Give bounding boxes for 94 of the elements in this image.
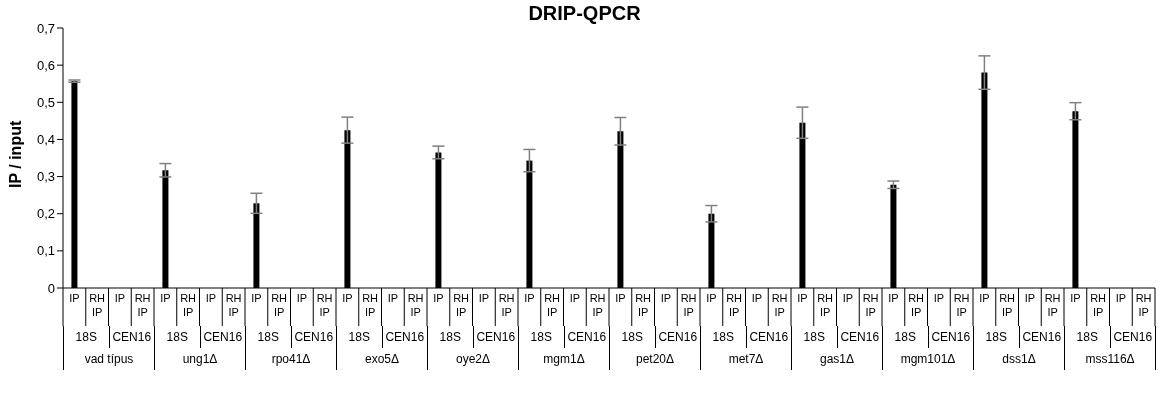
text: 18S [700, 326, 746, 348]
text: 18S [882, 326, 928, 348]
x-tick-label: RH IP [771, 292, 788, 318]
text: CEN16 [1018, 326, 1064, 348]
x-tick-label: RH IP [817, 292, 834, 318]
x-tick-label: IP [615, 292, 626, 304]
text: vad típus [63, 348, 154, 370]
y-tick-label: 0,5 [36, 94, 55, 110]
y-tick-label: 0 [47, 280, 55, 296]
text: mss116Δ [1064, 348, 1155, 370]
x-tick-label: IP [387, 292, 399, 304]
text: CEN16 [1109, 326, 1155, 348]
text: 18S [154, 326, 200, 348]
x-tick-label: RH IP [1090, 292, 1107, 318]
text: met7Δ [700, 348, 791, 370]
x-tick-label: RH IP [134, 292, 151, 318]
x-tick-label: IP [569, 292, 581, 304]
x-tick-label: IP [296, 292, 308, 304]
x-tick-label: RH IP [316, 292, 333, 318]
x-tick-label: IP [114, 292, 126, 304]
x-tick-label: IP [1115, 292, 1127, 304]
x-tick-label: IP [706, 292, 717, 304]
y-tick-label: 0,1 [36, 243, 55, 259]
x-tick-label: IP [660, 292, 672, 304]
text: CEN16 [199, 326, 245, 348]
x-tick-label: IP [160, 292, 171, 304]
text: CEN16 [836, 326, 882, 348]
x-tick-label: IP [478, 292, 490, 304]
x-tick-label: IP [205, 292, 217, 304]
x-tick-label: IP [933, 292, 945, 304]
x-tick-label: IP [69, 292, 80, 304]
chart-title: DRIP-QPCR [528, 2, 641, 24]
x-tick-label: IP [1024, 292, 1036, 304]
text: CEN16 [927, 326, 973, 348]
x-tick-label: IP [842, 292, 854, 304]
x-tick-label: RH IP [862, 292, 879, 318]
text: mgm101Δ [882, 348, 973, 370]
text: CEN16 [381, 326, 427, 348]
text: gas1Δ [791, 348, 882, 370]
x-tick-label: RH IP [680, 292, 697, 318]
x-tick-label: RH IP [180, 292, 197, 318]
text: oye2Δ [427, 348, 518, 370]
x-tick-label: IP [524, 292, 535, 304]
y-tick-label: 0,4 [36, 132, 55, 148]
y-axis-title: IP / input [6, 120, 24, 188]
text: 18S [1064, 326, 1110, 348]
x-tick-label: RH IP [407, 292, 424, 318]
x-tick-label: IP [433, 292, 444, 304]
x-tick-label: RH IP [999, 292, 1016, 318]
text: dss1Δ [973, 348, 1064, 370]
x-tick-label: RH IP [362, 292, 379, 318]
text: 18S [427, 326, 473, 348]
text: CEN16 [563, 326, 609, 348]
text: CEN16 [654, 326, 700, 348]
x-tick-label: IP [342, 292, 353, 304]
x-tick-label: RH IP [498, 292, 515, 318]
text: ung1Δ [154, 348, 245, 370]
text: 18S [973, 326, 1019, 348]
x-tick-label: IP [1070, 292, 1081, 304]
text: 18S [336, 326, 382, 348]
text: CEN16 [108, 326, 154, 348]
text: rpo41Δ [245, 348, 336, 370]
text: 18S [245, 326, 291, 348]
x-tick-label: IP [979, 292, 990, 304]
x-tick-label: RH IP [1135, 292, 1152, 318]
text: 18S [63, 326, 109, 348]
x-tick-label: RH IP [635, 292, 652, 318]
text: mgm1Δ [518, 348, 609, 370]
text: pet20Δ [609, 348, 700, 370]
y-tick-label: 0,6 [36, 57, 55, 73]
x-tick-label: RH IP [953, 292, 970, 318]
text: CEN16 [745, 326, 791, 348]
x-tick-label: RH IP [89, 292, 106, 318]
x-tick-label: RH IP [271, 292, 288, 318]
x-tick-label: IP [888, 292, 899, 304]
text: 18S [791, 326, 837, 348]
text: 18S [518, 326, 564, 348]
x-tick-label: RH IP [453, 292, 470, 318]
text: CEN16 [290, 326, 336, 348]
x-tick-label: IP [751, 292, 763, 304]
y-tick-label: 0,2 [36, 206, 55, 222]
y-tick-label: 0,7 [36, 20, 55, 36]
x-tick-label: RH IP [1044, 292, 1061, 318]
x-tick-label: RH IP [726, 292, 743, 318]
x-tick-label: IP [251, 292, 262, 304]
x-tick-label: RH IP [225, 292, 242, 318]
text: exo5Δ [336, 348, 427, 370]
x-tick-label: RH IP [908, 292, 925, 318]
y-tick-label: 0,3 [36, 169, 55, 185]
x-tick-label: RH IP [589, 292, 606, 318]
x-tick-label: IP [797, 292, 808, 304]
text: CEN16 [472, 326, 518, 348]
text: 18S [609, 326, 655, 348]
x-tick-label: RH IP [544, 292, 561, 318]
